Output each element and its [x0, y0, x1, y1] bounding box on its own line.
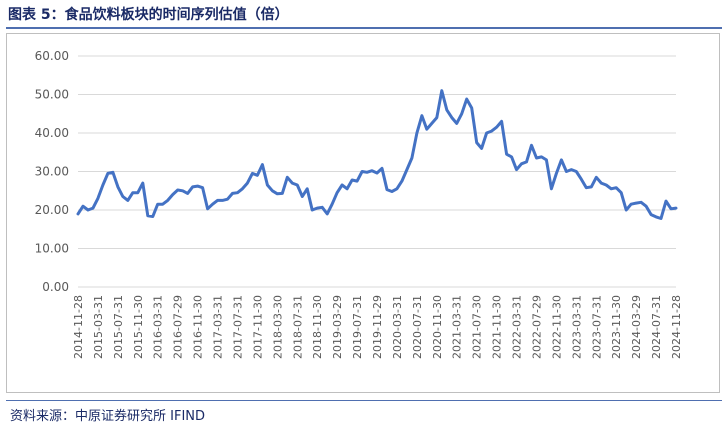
x-tick-label: 2022-07-29 — [530, 295, 543, 359]
x-tick-label: 2015-11-30 — [132, 295, 145, 359]
x-tick-label: 2024-07-31 — [650, 295, 663, 359]
x-tick-label: 2016-03-31 — [152, 295, 165, 359]
y-tick-label: 40.00 — [35, 126, 69, 140]
y-tick-label: 20.00 — [35, 203, 69, 217]
x-tick-label: 2019-07-31 — [351, 295, 364, 359]
x-tick-label: 2020-03-31 — [391, 295, 404, 359]
x-tick-label: 2023-03-31 — [570, 295, 583, 359]
chart-frame — [6, 33, 720, 393]
x-tick-label: 2022-03-31 — [511, 295, 524, 359]
x-tick-label: 2017-07-31 — [231, 295, 244, 359]
x-tick-label: 2017-11-30 — [251, 295, 264, 359]
x-tick-label: 2016-11-30 — [192, 295, 205, 359]
x-tick-label: 2021-07-30 — [471, 295, 484, 359]
x-tick-label: 2019-11-29 — [371, 295, 384, 359]
line-chart: 0.00 10.00 20.00 30.00 40.00 50.00 60.00 2014-… — [35, 49, 683, 359]
y-tick-label: 0.00 — [42, 280, 69, 294]
x-tick-label: 2021-03-31 — [451, 295, 464, 359]
series-layer — [76, 89, 678, 220]
y-axis-ticks: 0.00 10.00 20.00 30.00 40.00 50.00 60.00 — [35, 49, 69, 294]
x-tick-label: 2023-07-31 — [590, 295, 603, 359]
x-tick-label: 2018-07-31 — [291, 295, 304, 359]
x-axis-ticks: 2014-11-28 2015-03-31 2015-07-31 2015-11-30… — [72, 295, 683, 359]
y-tick-label: 60.00 — [35, 49, 69, 63]
x-tick-label: 2022-11-30 — [550, 295, 563, 359]
x-tick-label: 2023-11-30 — [610, 295, 623, 359]
x-tick-label: 2014-11-28 — [72, 295, 85, 359]
title-divider — [6, 27, 722, 29]
y-tick-label: 10.00 — [35, 242, 69, 256]
x-tick-label: 2018-03-30 — [271, 295, 284, 359]
source-note: 资料来源：中原证券研究所 IFIND — [10, 409, 206, 424]
x-tick-label: 2020-11-30 — [431, 295, 444, 359]
y-tick-label: 30.00 — [35, 165, 69, 179]
y-tick-label: 50.00 — [35, 88, 69, 102]
x-tick-label: 2021-11-30 — [491, 295, 504, 359]
x-tick-label: 2024-11-28 — [670, 295, 683, 359]
x-tick-label: 2024-03-29 — [630, 295, 643, 359]
source-divider — [6, 400, 722, 401]
x-tick-label: 2015-07-31 — [112, 295, 125, 359]
figure-title: 图表 5：食品饮料板块的时间序列估值（倍） — [8, 7, 289, 23]
x-tick-label: 2016-07-29 — [172, 295, 185, 359]
x-tick-label: 2015-03-31 — [92, 295, 105, 359]
x-tick-label: 2017-03-31 — [212, 295, 225, 359]
x-tick-label: 2018-11-30 — [311, 295, 324, 359]
gridlines — [78, 55, 676, 288]
series-line-0 — [76, 89, 678, 220]
x-tick-label: 2020-07-31 — [411, 295, 424, 359]
x-tick-label: 2019-03-29 — [331, 295, 344, 359]
